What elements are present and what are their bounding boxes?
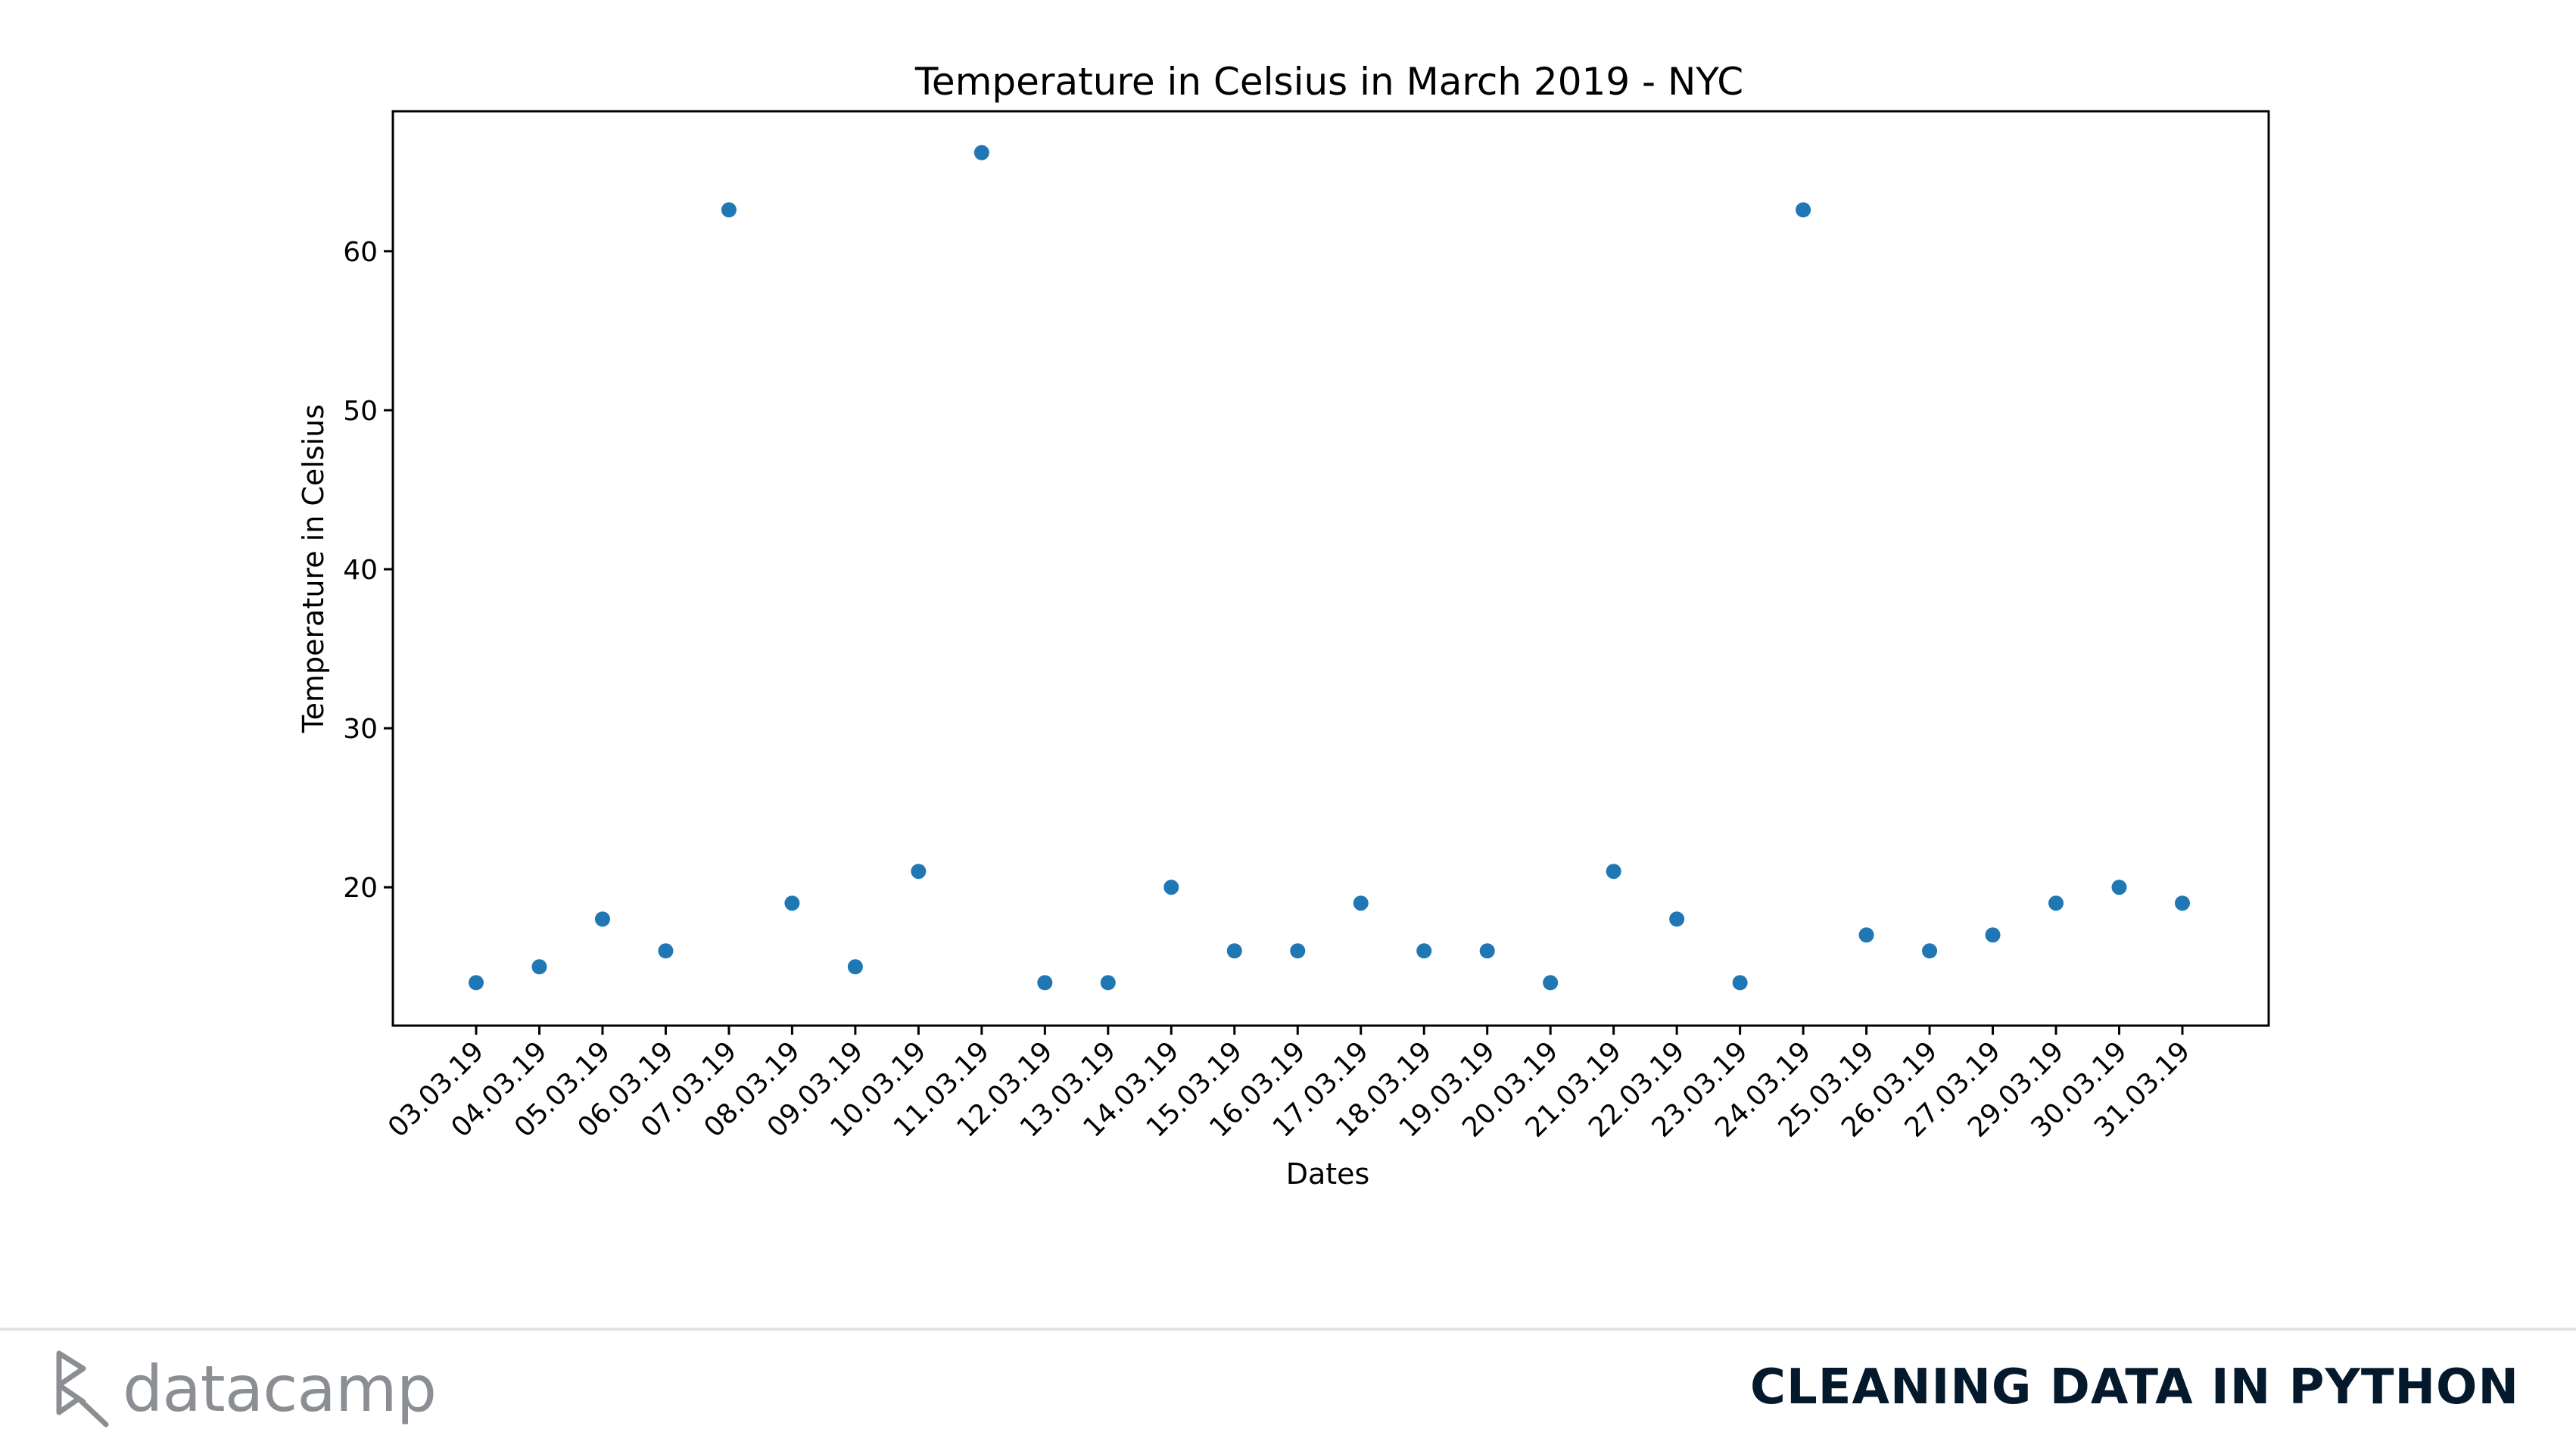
x-axis: 03.03.1904.03.1905.03.1906.03.1907.03.19… xyxy=(382,1026,2196,1144)
data-point xyxy=(1985,927,2001,943)
data-point xyxy=(1226,943,1242,959)
data-point xyxy=(2175,895,2190,911)
brand-name: datacamp xyxy=(123,1352,437,1426)
y-axis: 20 30 40 50 60 xyxy=(343,237,393,904)
data-point xyxy=(847,959,863,975)
data-point xyxy=(1100,975,1116,991)
y-tick-label: 50 xyxy=(343,396,378,427)
data-point xyxy=(658,943,674,959)
data-point xyxy=(1732,975,1748,991)
data-point xyxy=(1290,943,1306,959)
data-point xyxy=(1543,975,1559,991)
data-point xyxy=(594,911,610,927)
data-point xyxy=(911,864,927,880)
data-point xyxy=(531,959,547,975)
data-point xyxy=(1796,202,1811,218)
data-point xyxy=(1416,943,1432,959)
data-points xyxy=(469,145,2190,991)
y-tick-label: 60 xyxy=(343,237,378,268)
data-point xyxy=(1037,975,1053,991)
data-point xyxy=(1858,927,1874,943)
x-axis-label: Dates xyxy=(1286,1157,1370,1191)
data-point xyxy=(721,202,737,218)
data-point xyxy=(2048,895,2064,911)
data-point xyxy=(1479,943,1495,959)
course-title: CLEANING DATA IN PYTHON xyxy=(1749,1359,2519,1415)
data-point xyxy=(1163,880,1179,895)
data-point xyxy=(1922,943,1938,959)
chart-title: Temperature in Celsius in March 2019 - N… xyxy=(914,60,1743,104)
plot-area-frame xyxy=(391,110,2270,1027)
y-tick-label: 40 xyxy=(343,555,378,586)
data-point xyxy=(973,145,989,160)
data-point xyxy=(2111,880,2127,895)
footer-divider xyxy=(0,1328,2576,1331)
data-point xyxy=(1606,864,1621,880)
data-point xyxy=(784,895,800,911)
datacamp-logo-icon xyxy=(56,1350,109,1428)
data-point xyxy=(469,975,484,991)
y-tick-label: 20 xyxy=(343,873,378,904)
y-tick-label: 30 xyxy=(343,714,378,745)
data-point xyxy=(1353,895,1369,911)
data-point xyxy=(1669,911,1685,927)
y-axis-label: Temperature in Celsius xyxy=(297,404,330,733)
